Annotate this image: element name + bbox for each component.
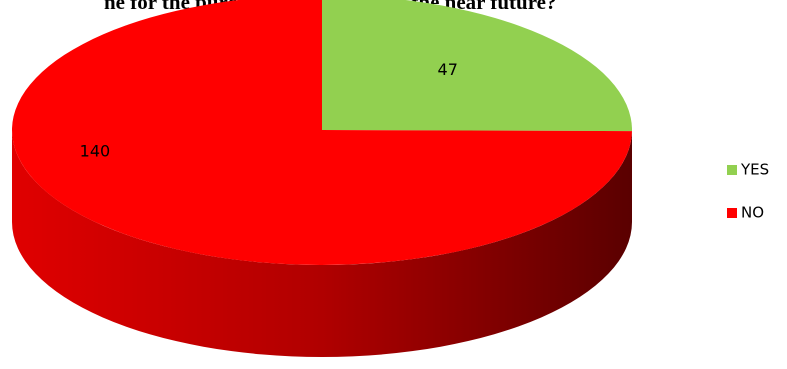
pie-side <box>12 130 632 357</box>
legend-swatch <box>727 165 737 175</box>
legend-label: YES <box>740 161 769 179</box>
legend-label: NO <box>741 204 764 222</box>
data-label: 140 <box>80 141 111 160</box>
data-label: 47 <box>438 60 458 79</box>
pie-slice <box>322 0 632 132</box>
pie-slice <box>12 0 632 265</box>
legend-swatch <box>727 208 737 218</box>
